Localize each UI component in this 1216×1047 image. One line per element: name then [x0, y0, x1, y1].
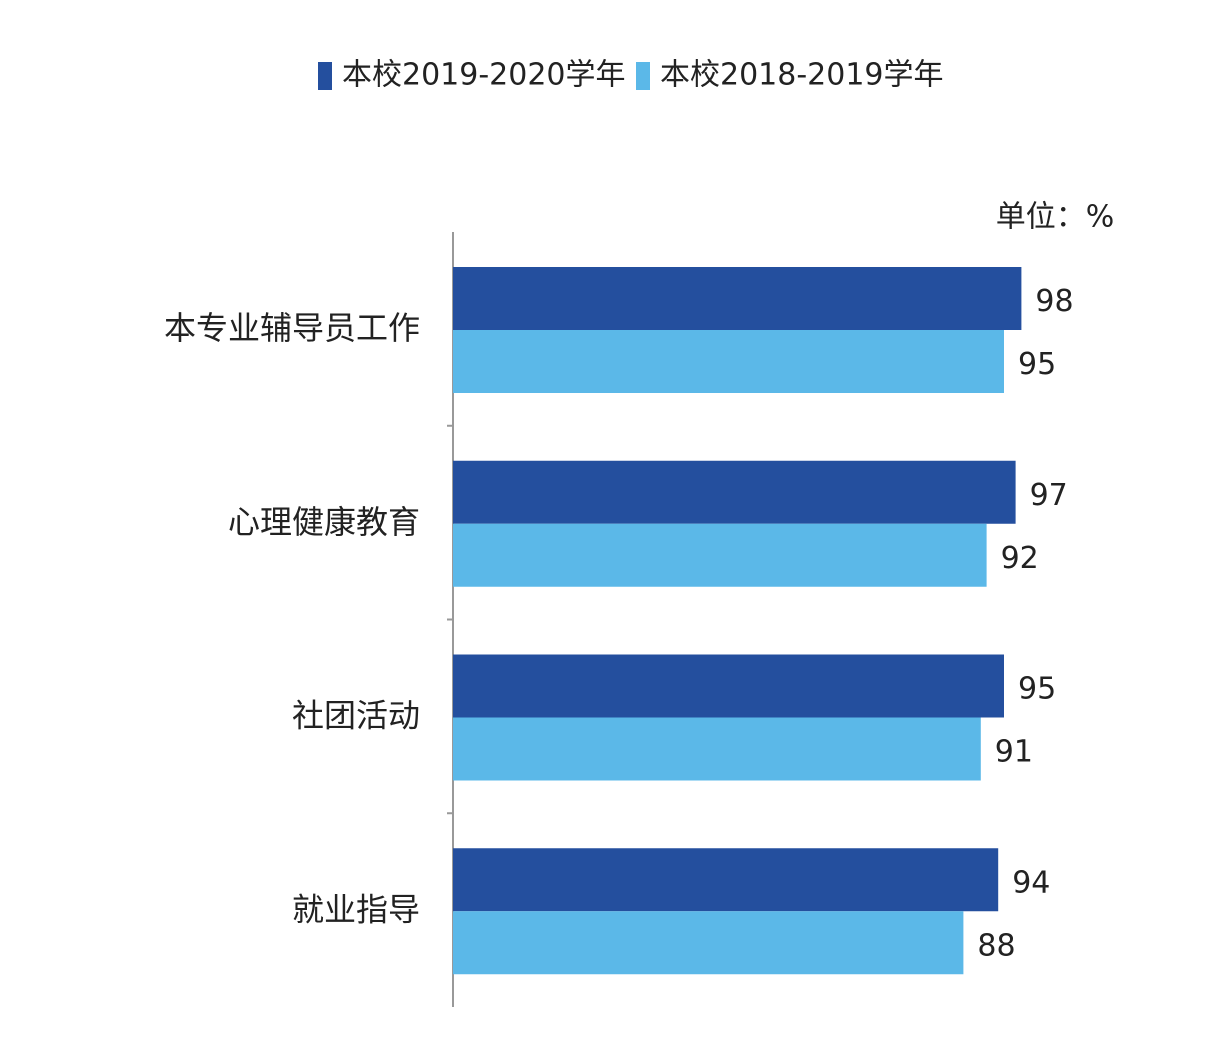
- bar: [453, 654, 1004, 718]
- bar: [453, 717, 981, 781]
- bar: [453, 911, 964, 975]
- value-label: 97: [1030, 478, 1068, 513]
- legend-swatch: [636, 62, 650, 90]
- legend-label: 本校2019-2020学年: [342, 58, 626, 93]
- unit-label: 单位：%: [996, 200, 1115, 235]
- value-label: 92: [1001, 541, 1039, 576]
- value-label: 98: [1035, 284, 1073, 319]
- value-label: 94: [1012, 865, 1050, 900]
- bar: [453, 330, 1004, 393]
- bar: [453, 267, 1022, 330]
- bar: [453, 523, 987, 587]
- value-label: 95: [1018, 347, 1056, 382]
- value-label: 88: [977, 928, 1015, 963]
- category-label: 心理健康教育: [228, 503, 420, 541]
- category-label: 本专业辅导员工作: [164, 309, 420, 347]
- bar: [453, 848, 999, 912]
- value-label: 91: [995, 735, 1033, 770]
- legend-label: 本校2018-2019学年: [660, 58, 944, 93]
- category-label: 就业指导: [292, 890, 420, 928]
- category-label: 社团活动: [292, 697, 420, 735]
- legend-swatch: [318, 62, 332, 90]
- value-label: 95: [1018, 672, 1056, 707]
- bar: [453, 460, 1016, 524]
